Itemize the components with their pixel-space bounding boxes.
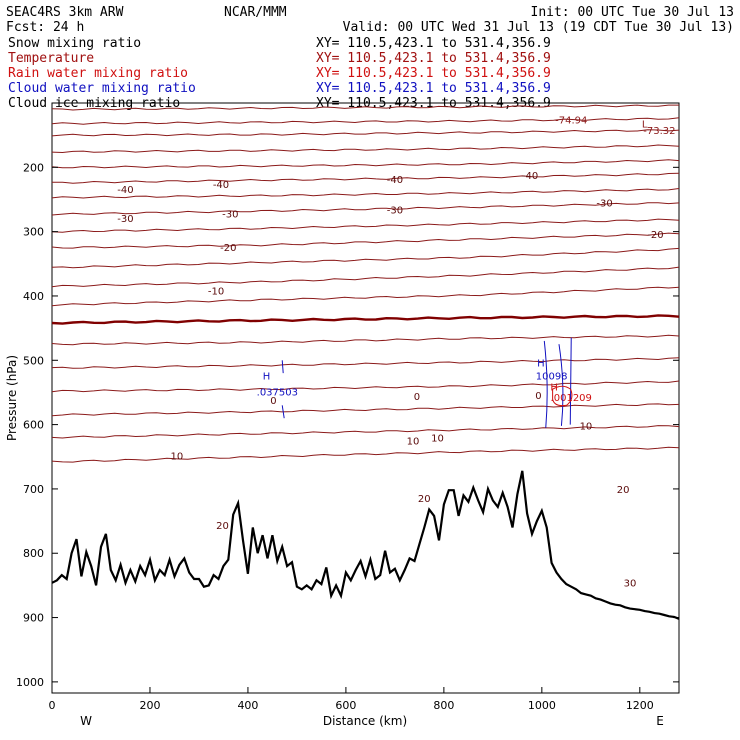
isotherm-label: 30	[624, 579, 637, 590]
rain-water-contour	[552, 385, 573, 407]
header-title: SEAC4RS 3km ARW	[6, 5, 124, 20]
isotherm-label: -20	[647, 230, 663, 241]
cloud-water-contour	[281, 360, 285, 419]
cloud-water-max-label: H	[263, 372, 271, 383]
isotherm-label: -40	[522, 171, 538, 182]
x-axis-label: Distance (km)	[323, 714, 407, 728]
isotherm-label: 10	[580, 422, 593, 433]
isotherm-line	[51, 117, 680, 125]
legend-entry-name: Cloud water mixing ratio	[8, 81, 196, 96]
axes: 0 200 400 600 800 1000 12002003004005006007008…	[16, 161, 679, 712]
isotherm-line	[51, 188, 680, 199]
isotherm-label: -30	[117, 214, 133, 225]
x-tick-label: 800	[433, 699, 454, 712]
isotherm-label: 0	[270, 396, 276, 407]
header-valid: Valid: 00 UTC Wed 31 Jul 13 (19 CDT Tue …	[343, 20, 734, 35]
isotherm-label: -10	[208, 287, 224, 298]
y-tick-label: 800	[23, 547, 44, 560]
legend-entry-xy: XY= 110.5,423.1 to 531.4,356.9	[316, 81, 551, 96]
x-axis-west-label: W	[80, 714, 92, 728]
isotherm-line	[51, 144, 680, 154]
legend-entry-xy: XY= 110.5,423.1 to 531.4,356.9	[316, 36, 551, 51]
header-source: NCAR/MMM	[224, 5, 287, 20]
cloud-water-max-label: .037503	[257, 388, 298, 399]
header-init: Init: 00 UTC Tue 30 Jul 13	[531, 5, 735, 20]
terrain	[51, 470, 680, 620]
isotherm-label: 10	[171, 451, 184, 462]
x-tick-label: 1000	[528, 699, 556, 712]
isotherm-line	[51, 159, 680, 169]
temperature-extreme-label: L	[642, 119, 648, 130]
isotherm-label: 0	[414, 392, 420, 403]
legend-entry-name: Rain water mixing ratio	[8, 66, 188, 81]
x-tick-label: 400	[237, 699, 258, 712]
isotherm-line	[51, 104, 679, 111]
y-tick-label: 300	[23, 226, 44, 239]
isotherm-line	[51, 247, 680, 269]
y-tick-label: 400	[23, 290, 44, 303]
legend: Snow mixing ratio XY= 110.5,423.1 to 531.…	[8, 36, 551, 111]
cloud-water-contour	[543, 337, 572, 428]
y-tick-label: 1000	[16, 676, 44, 689]
isotherm-label: -30	[596, 199, 612, 210]
isotherm-label: 10	[407, 437, 420, 448]
x-axis-east-label: E	[656, 714, 664, 728]
legend-entry-name: Temperature	[8, 51, 94, 66]
isotherm-line	[51, 403, 680, 417]
isotherm-label: -30	[387, 206, 403, 217]
y-tick-label: 900	[23, 612, 44, 625]
cloud-water-max-label: 10098	[536, 372, 568, 383]
isotherm-line	[51, 446, 680, 463]
isotherm-line	[51, 425, 680, 439]
y-tick-label: 700	[23, 483, 44, 496]
isotherm-label: -40	[117, 185, 133, 196]
temperature-contours	[51, 104, 680, 463]
y-axis-label: Pressure (hPa)	[5, 355, 19, 441]
legend-entry-xy: XY= 110.5,423.1 to 531.4,356.9	[316, 66, 551, 81]
y-tick-label: 200	[23, 161, 44, 174]
isotherm-line	[51, 357, 680, 369]
contour-labels: -40 -40 -40 -40 -30 -30 -30 -30 -20 -20 -10 0 0 0 10 10…	[117, 116, 675, 590]
isotherm-label: -30	[222, 209, 238, 220]
isotherm-label: 20	[617, 485, 630, 496]
x-tick-label: 1200	[626, 699, 654, 712]
isotherm-line	[51, 286, 680, 307]
isotherm-label: -40	[213, 180, 229, 191]
terrain-line	[51, 470, 680, 620]
isotherm-label: 0	[535, 391, 541, 402]
isotherm-line	[51, 218, 680, 233]
isotherm-line	[51, 232, 680, 249]
isotherm-line	[51, 266, 680, 288]
y-tick-label: 500	[23, 354, 44, 367]
isotherm-label: 10	[431, 433, 444, 444]
x-tick-label: 0	[49, 699, 56, 712]
isotherm-label: 20	[418, 494, 431, 505]
plot-frame	[51, 102, 680, 694]
y-tick-label: 600	[23, 419, 44, 432]
isotherm-line	[51, 334, 680, 346]
isotherm-label: 20	[216, 521, 229, 532]
temperature-extreme-label: -73.32	[643, 126, 675, 137]
x-tick-label: 600	[335, 699, 356, 712]
legend-entry-name: Snow mixing ratio	[8, 36, 141, 51]
legend-entry-xy: XY= 110.5,423.1 to 531.4,356.9	[316, 51, 551, 66]
isotherm-line	[51, 380, 680, 393]
isotherm-label: -40	[387, 175, 403, 186]
header-forecast: Fcst: 24 h	[6, 20, 84, 35]
isotherm-line	[52, 172, 680, 184]
cloud-water-max-label: H	[537, 359, 545, 370]
isotherm-label: -20	[220, 243, 236, 254]
isotherm-line	[51, 202, 680, 216]
isotherm-line	[51, 129, 680, 137]
temperature-extreme-label: -74.94	[555, 116, 587, 127]
x-tick-label: 200	[139, 699, 160, 712]
isotherm-line	[51, 314, 680, 325]
